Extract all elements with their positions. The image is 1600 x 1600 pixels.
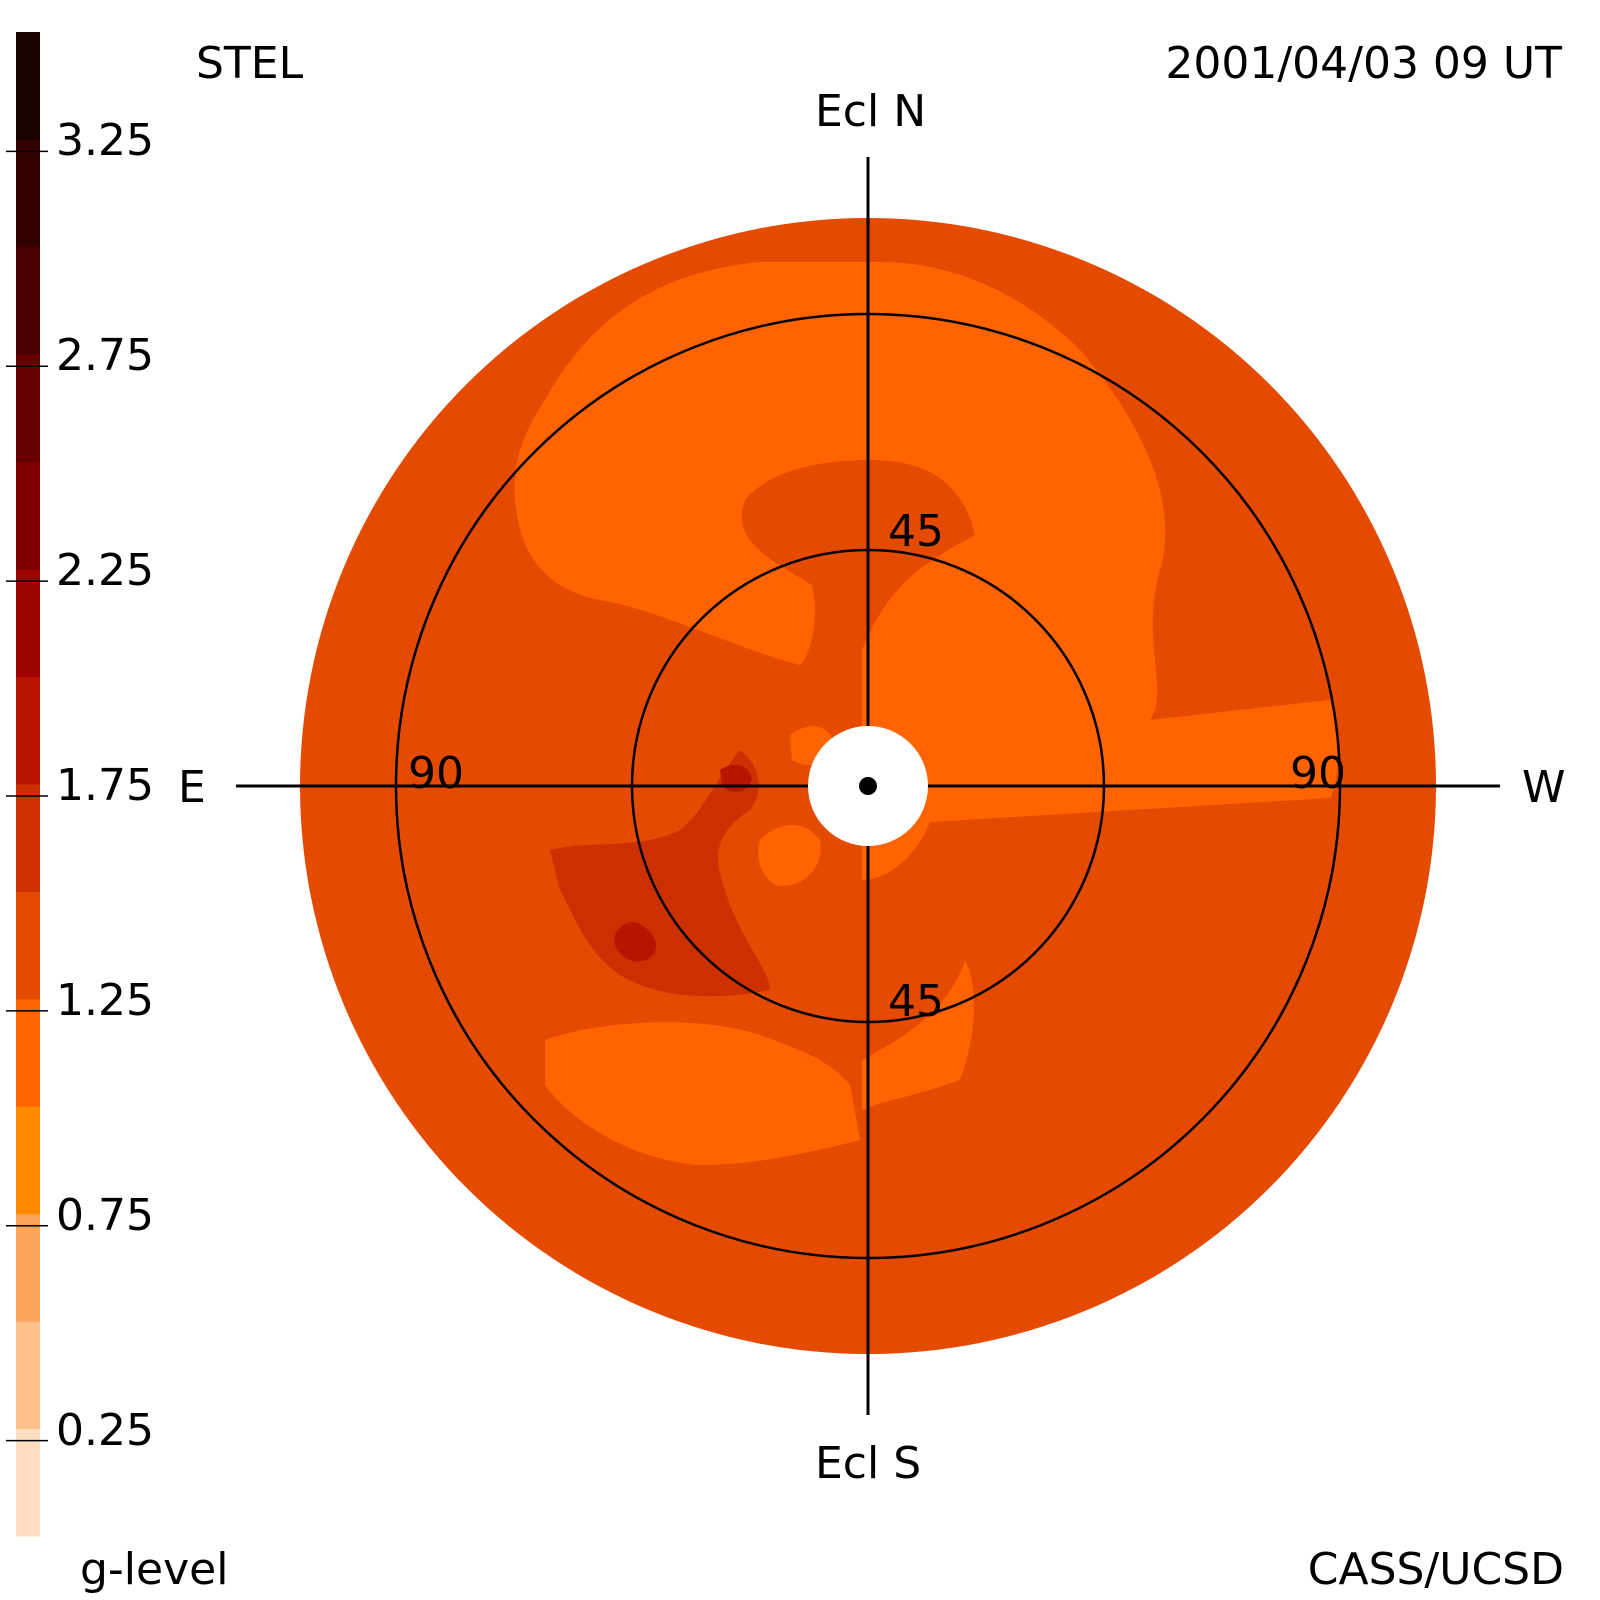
colorbar-segment xyxy=(16,32,40,140)
colorbar-segment xyxy=(16,676,40,785)
south-streak-region xyxy=(862,960,975,1110)
colorbar-segment xyxy=(16,891,40,1000)
inner-ring-label-top: 45 xyxy=(888,506,944,557)
colorbar-segment xyxy=(16,1428,40,1537)
colorbar-title: g-level xyxy=(80,1544,229,1595)
colorbar-segment xyxy=(16,1321,40,1430)
colorbar-tick-label: 0.75 xyxy=(56,1189,154,1241)
colorbar-segment xyxy=(16,569,40,678)
timestamp-label: 2001/04/03 09 UT xyxy=(1165,38,1562,89)
colorbar xyxy=(6,32,48,1537)
colorbar-segment xyxy=(16,998,40,1107)
outer-ring-label-left: 90 xyxy=(408,748,464,799)
colorbar-segment xyxy=(16,1106,40,1215)
colorbar-segment xyxy=(16,1213,40,1322)
north-enhancement-region xyxy=(514,262,1338,880)
colorbar-tick-label: 2.75 xyxy=(56,330,154,382)
east-direction-label: E xyxy=(178,762,206,813)
colorbar-tick-label: 1.25 xyxy=(56,974,154,1026)
south-east-enhancement-region xyxy=(545,1022,860,1165)
east-streamer-region xyxy=(550,750,770,997)
west-direction-label: W xyxy=(1522,762,1566,813)
outer-ring-label-right: 90 xyxy=(1290,748,1346,799)
colorbar-segment xyxy=(16,784,40,892)
colorbar-tick-label: 3.25 xyxy=(56,115,154,167)
grid-overlay xyxy=(236,157,1500,1415)
inner-ring-label-bottom: 45 xyxy=(888,976,944,1027)
south-direction-label: Ecl S xyxy=(815,1438,922,1489)
colorbar-tick-label: 0.25 xyxy=(56,1404,154,1456)
east-streamer-core xyxy=(614,922,656,962)
colorbar-segment xyxy=(16,246,40,355)
colorbar-segment xyxy=(16,461,40,570)
instrument-label: STEL xyxy=(196,38,304,89)
colorbar-tick-label: 2.25 xyxy=(56,545,154,597)
colorbar-segment xyxy=(16,354,40,463)
colorbar-segment xyxy=(16,139,40,248)
central-enhancement-region xyxy=(758,825,821,886)
colorbar-tick-label: 1.75 xyxy=(56,760,154,811)
credit-label: CASS/UCSD xyxy=(1307,1544,1564,1595)
sun-center-dot xyxy=(859,777,877,795)
sky-regions xyxy=(514,262,1338,1165)
north-direction-label: Ecl N xyxy=(815,86,927,137)
